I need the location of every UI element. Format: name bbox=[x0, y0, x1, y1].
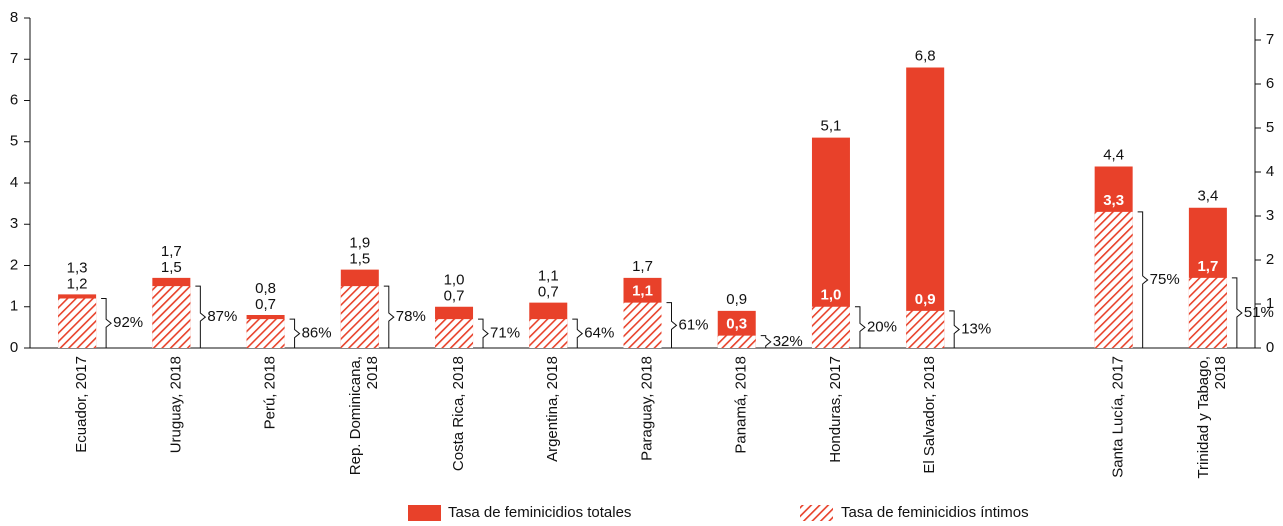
share-label: 20% bbox=[867, 318, 897, 335]
bracket bbox=[478, 318, 489, 349]
share-label: 92% bbox=[113, 314, 143, 331]
share-label: 13% bbox=[961, 320, 991, 337]
share-label: 32% bbox=[773, 333, 803, 350]
total-label: 3,4 bbox=[1197, 188, 1218, 205]
y-tick-label: 2 bbox=[10, 256, 18, 273]
bar-intimate bbox=[340, 286, 379, 348]
intimate-label: 1,1 bbox=[632, 283, 653, 300]
y2-tick-label: 6 bbox=[1266, 75, 1274, 92]
x-tick-label: Paraguay, 2018 bbox=[638, 356, 655, 461]
bar-intimate bbox=[717, 335, 756, 348]
y2-tick-label: 2 bbox=[1266, 251, 1274, 268]
share-label: 51% bbox=[1244, 304, 1274, 321]
y-tick-label: 8 bbox=[10, 9, 18, 26]
bar-total bbox=[906, 67, 945, 348]
intimate-label: 1,0 bbox=[821, 287, 842, 304]
bracket bbox=[854, 306, 866, 349]
x-tick-label: El Salvador, 2018 bbox=[921, 356, 938, 474]
y-tick-label: 6 bbox=[10, 91, 18, 108]
total-label: 1,7 bbox=[161, 243, 182, 260]
bracket bbox=[572, 318, 584, 349]
x-tick-label: Argentina, 2018 bbox=[544, 356, 561, 462]
intimate-label: 0,3 bbox=[726, 316, 747, 333]
total-label: 1,7 bbox=[632, 258, 653, 275]
intimate-label: 0,7 bbox=[255, 296, 276, 313]
bar-intimate bbox=[623, 302, 662, 348]
share-label: 64% bbox=[584, 325, 614, 342]
share-label: 86% bbox=[302, 325, 332, 342]
y-tick-label: 4 bbox=[10, 174, 18, 191]
bracket bbox=[195, 285, 207, 349]
share-label: 78% bbox=[396, 308, 426, 325]
y-tick-label: 1 bbox=[10, 298, 18, 315]
x-tick-label: Panamá, 2018 bbox=[733, 356, 750, 454]
total-label: 4,4 bbox=[1103, 146, 1124, 163]
bracket bbox=[760, 335, 772, 349]
total-label: 0,9 bbox=[726, 291, 747, 308]
y-tick-label: 5 bbox=[10, 133, 18, 150]
total-label: 1,0 bbox=[444, 272, 465, 289]
y2-tick-label: 4 bbox=[1266, 163, 1274, 180]
legend-swatch bbox=[800, 505, 833, 521]
intimate-label: 3,3 bbox=[1103, 192, 1124, 209]
y2-tick-label: 7 bbox=[1266, 31, 1274, 48]
y-tick-label: 7 bbox=[10, 50, 18, 67]
intimate-label: 1,2 bbox=[67, 275, 88, 292]
x-tick-label: Honduras, 2017 bbox=[827, 356, 844, 463]
bracket bbox=[666, 302, 678, 349]
intimate-label: 1,5 bbox=[349, 251, 370, 268]
intimate-label: 0,7 bbox=[538, 284, 559, 301]
x-tick-label: Santa Lucía, 2017 bbox=[1110, 356, 1127, 478]
bar-intimate bbox=[1188, 277, 1227, 348]
bar-intimate bbox=[529, 319, 568, 348]
x-tick-label: Rep. Dominicana,2018 bbox=[347, 356, 381, 475]
intimate-label: 1,5 bbox=[161, 259, 182, 276]
bar-intimate bbox=[58, 298, 97, 348]
intimate-label: 0,7 bbox=[444, 288, 465, 305]
y2-tick-label: 1 bbox=[1266, 295, 1274, 312]
total-label: 0,8 bbox=[255, 280, 276, 297]
y-tick-label: 3 bbox=[10, 215, 18, 232]
bracket bbox=[1137, 211, 1149, 349]
bar-intimate bbox=[1094, 211, 1133, 348]
y-tick-label: 0 bbox=[10, 339, 18, 356]
y2-tick-label: 5 bbox=[1266, 119, 1274, 136]
intimate-label: 0,9 bbox=[915, 291, 936, 308]
total-label: 1,1 bbox=[538, 268, 559, 285]
legend-swatch bbox=[408, 505, 441, 521]
legend-label: Tasa de feminicidios íntimos bbox=[841, 504, 1029, 521]
y2-tick-label: 3 bbox=[1266, 207, 1274, 224]
x-tick-label: Uruguay, 2018 bbox=[167, 356, 184, 453]
bar-intimate bbox=[152, 286, 191, 348]
y2-tick-label: 0 bbox=[1266, 339, 1274, 356]
share-label: 61% bbox=[679, 316, 709, 333]
x-tick-label: Trinidad y Tabago,2018 bbox=[1195, 356, 1229, 479]
bar-intimate bbox=[246, 319, 285, 348]
bracket bbox=[383, 285, 395, 349]
total-label: 6,8 bbox=[915, 47, 936, 64]
bar-intimate bbox=[906, 310, 945, 348]
bar-intimate bbox=[435, 319, 474, 348]
x-tick-label: Perú, 2018 bbox=[262, 356, 279, 429]
intimate-label: 1,7 bbox=[1197, 258, 1218, 275]
share-label: 71% bbox=[490, 325, 520, 342]
share-label: 75% bbox=[1150, 271, 1180, 288]
total-label: 1,9 bbox=[349, 235, 370, 252]
x-tick-label: Ecuador, 2017 bbox=[73, 356, 90, 453]
total-label: 1,3 bbox=[67, 259, 88, 276]
legend-label: Tasa de feminicidios totales bbox=[448, 504, 631, 521]
bar-intimate bbox=[811, 306, 850, 348]
bracket bbox=[1231, 277, 1243, 349]
x-tick-label: Costa Rica, 2018 bbox=[450, 356, 467, 471]
total-label: 5,1 bbox=[821, 118, 842, 135]
share-label: 87% bbox=[207, 308, 237, 325]
bracket bbox=[289, 318, 301, 349]
bracket bbox=[101, 298, 112, 349]
bracket bbox=[949, 310, 960, 349]
